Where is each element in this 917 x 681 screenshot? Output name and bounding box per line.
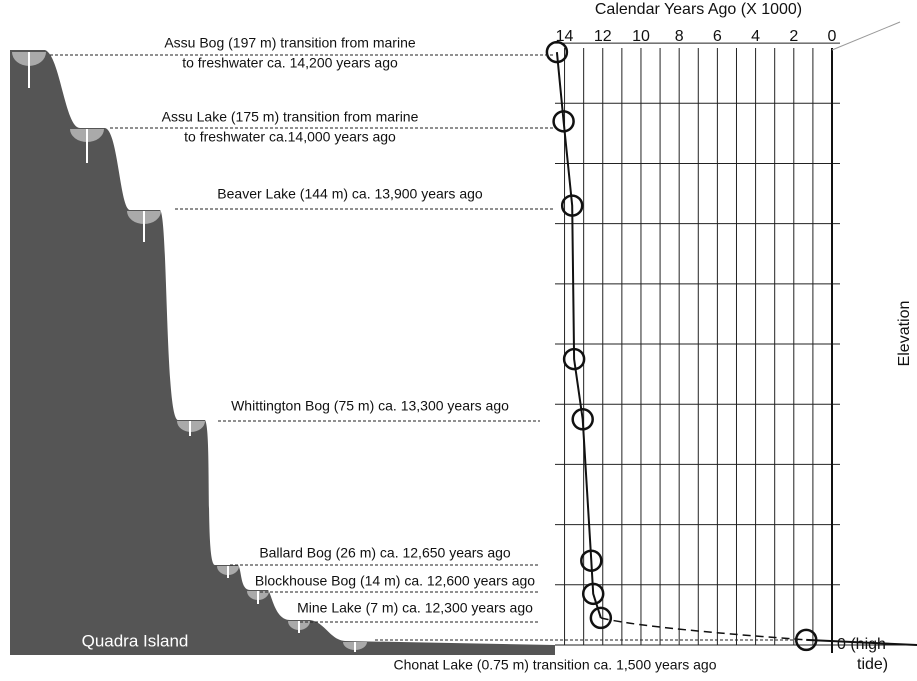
- x-tick-label: 12: [594, 28, 612, 45]
- annotation: to freshwater ca. 14,200 years ago: [182, 55, 398, 71]
- point: [562, 347, 586, 371]
- point: [589, 606, 613, 630]
- point: [560, 194, 584, 217]
- corner-line: [831, 21, 901, 51]
- island-label: Quadra Island: [82, 631, 189, 650]
- annotation: Assu Lake (175 m) transition from marine: [162, 109, 419, 125]
- annotation: Beaver Lake (144 m) ca. 13,900 years ago: [217, 186, 483, 202]
- annotation: Assu Bog (197 m) transition from marine: [164, 35, 416, 51]
- y-axis-label: Elevation: [896, 301, 913, 367]
- point: [571, 408, 594, 431]
- x-tick-label: 4: [751, 28, 760, 45]
- annotation: to freshwater ca.14,000 years ago: [184, 129, 396, 145]
- annotation: Blockhouse Bog (14 m) ca. 12,600 years a…: [255, 573, 535, 589]
- curve-tail: [806, 638, 917, 646]
- x-tick-label: 10: [632, 28, 650, 45]
- annotation: Chonat Lake (0.75 m) transition ca. 1,50…: [394, 657, 717, 673]
- x-axis-label: Calendar Years Ago (X 1000): [595, 1, 802, 18]
- x-tick-label: 14: [556, 28, 574, 45]
- point: [580, 549, 603, 572]
- annotation: Ballard Bog (26 m) ca. 12,650 years ago: [259, 545, 511, 561]
- point: [545, 40, 569, 64]
- x-tick-label: 6: [713, 28, 722, 45]
- y-tick-label: 0 (high tide): [837, 636, 888, 673]
- x-tick-label: 0: [828, 28, 837, 45]
- annotation: Whittington Bog (75 m) ca. 13,300 years …: [231, 398, 509, 414]
- point: [581, 582, 605, 606]
- point: [552, 110, 575, 133]
- curve: [555, 52, 602, 619]
- landscape: Quadra Island: [10, 50, 555, 655]
- curve-dashed: [600, 617, 807, 641]
- x-tick-label: 2: [789, 28, 798, 45]
- annotation: Mine Lake (7 m) ca. 12,300 years ago: [297, 600, 533, 616]
- x-tick-label: 8: [675, 28, 684, 45]
